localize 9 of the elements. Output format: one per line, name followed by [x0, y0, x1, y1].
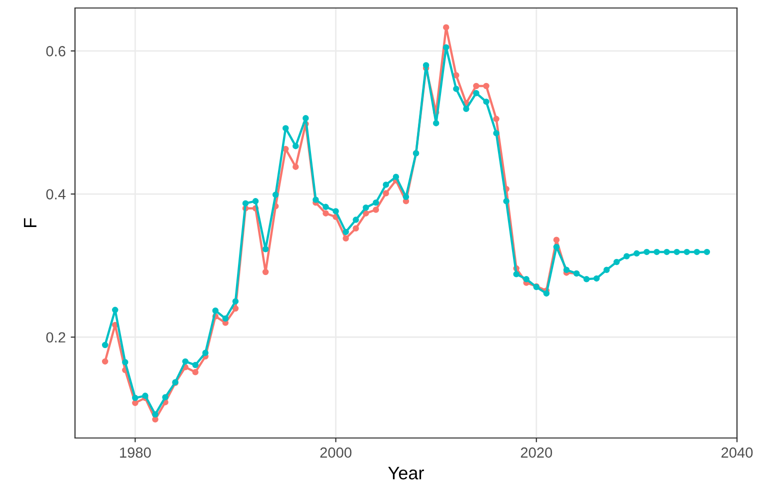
y-axis-title: F [24, 218, 36, 228]
y-tick-label: 0.2 [46, 332, 66, 343]
y-tick-label: 0.6 [46, 46, 66, 56]
x-axis-title: Year [388, 466, 424, 480]
x-tick-label: 2040 [722, 447, 753, 458]
x-tick-label: 2000 [320, 447, 352, 458]
y-tick-label: 0.4 [46, 189, 66, 200]
x-tick-label: 1980 [120, 447, 151, 458]
x-tick-label: 2020 [520, 447, 552, 458]
